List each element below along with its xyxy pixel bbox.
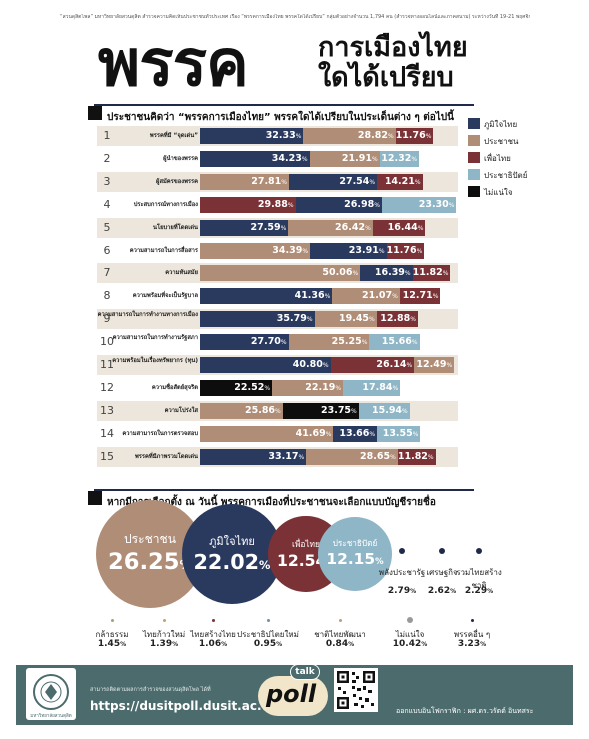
legend-swatch — [468, 135, 480, 146]
party-value: 2.29% — [464, 586, 494, 596]
legend-swatch — [468, 169, 480, 180]
footer-note: สามารถติดตามผลการสำรวจของสวนดุสิตโพล ได้… — [90, 687, 211, 693]
question-badge — [88, 491, 102, 505]
legend-label: ไม่แน่ใจ — [484, 188, 513, 197]
party-bubble: ประชาธิปัตย์ 12.15% — [318, 517, 392, 591]
legend-item: ประชาธิปัตย์ — [468, 169, 578, 181]
legend-swatch — [468, 152, 480, 163]
page-title-line1: การเมืองไทย — [318, 32, 468, 63]
party-name: ไทยก้าวใหม่ — [142, 630, 186, 639]
question-2-title: หากมีการเลือกตั้ง ณ วันนี้ พรรคการเมืองท… — [107, 497, 436, 508]
party-value: 0.95% — [253, 639, 283, 649]
talk-bubble: talk — [290, 664, 320, 680]
party-dot — [439, 548, 445, 554]
legend-item: ไม่แน่ใจ — [468, 186, 578, 198]
divider — [94, 104, 474, 106]
party-name: กล้าธรรม — [95, 630, 129, 639]
qr-code-icon[interactable] — [334, 668, 378, 712]
dusit-poll-logo — [258, 676, 328, 716]
party-dot — [266, 619, 270, 622]
party-dot — [211, 619, 215, 622]
party-value: 1.45% — [97, 639, 127, 649]
legend-item: ภูมิใจไทย — [468, 118, 578, 130]
party-value: 2.79% — [387, 586, 417, 596]
legend-item: เพื่อไทย — [468, 152, 578, 164]
party-name: พรรคอื่น ๆ — [453, 630, 491, 639]
party-dot — [338, 619, 342, 622]
party-name: พลังประชารัฐ — [378, 568, 426, 577]
footer-url-link[interactable]: https://dusitpoll.dusit.ac.th — [90, 699, 276, 713]
party-value: 1.39% — [149, 639, 179, 649]
party-name: เพื่อไทย — [292, 539, 320, 550]
party-name: ภูมิใจไทย — [209, 534, 255, 548]
party-dot — [476, 548, 482, 554]
legend-label: เพื่อไทย — [484, 154, 511, 163]
page-title-line2: ใดได้เปรียบ — [318, 62, 454, 93]
university-seal-icon — [26, 668, 76, 720]
legend-swatch — [468, 186, 480, 197]
party-name: ไม่แน่ใจ — [395, 630, 425, 639]
party-value: 3.23% — [457, 639, 487, 649]
party-name: เศรษฐกิจ — [426, 568, 458, 577]
party-dot — [399, 548, 405, 554]
designer-credit: ออกแบบอินโฟกราฟิก : ผศ.ดร.วรัตต์ อินทสระ — [396, 707, 534, 715]
legend-label: ประชาชน — [484, 137, 519, 146]
survey-intro: “สวนดุสิตโพล” มหาวิทยาลัยสวนดุสิต สำรวจค… — [60, 14, 530, 20]
page-title-main: พรรค — [98, 27, 249, 101]
party-value: 2.62% — [427, 586, 457, 596]
party-dot — [470, 619, 474, 622]
party-name: ประชาชน — [124, 531, 176, 546]
party-name: ประชาธิปไตยใหม่ — [237, 630, 299, 639]
question-1-title: ประชาชนคิดว่า “พรรคการเมืองไทย” พรรคใดได… — [107, 112, 454, 123]
question-badge — [88, 106, 102, 120]
party-value: 1.06% — [198, 639, 228, 649]
party-value: 10.42% — [392, 639, 428, 649]
party-dot — [407, 617, 413, 623]
party-value: 12.15% — [326, 550, 384, 569]
party-name: รวมไทยสร้างชาติ — [456, 568, 502, 590]
party-name: ไทยสร้างไทย — [190, 630, 236, 639]
party-name: ชาติไทยพัฒนา — [314, 630, 366, 639]
party-dot — [162, 619, 166, 622]
poll-logo-text: poll — [266, 680, 317, 708]
legend-swatch — [468, 118, 480, 129]
party-value: 22.02% — [193, 549, 271, 574]
legend-label: ภูมิใจไทย — [484, 120, 518, 129]
party-name: ประชาธิปัตย์ — [332, 538, 378, 549]
university-name: มหาวิทยาลัยสวนดุสิต — [30, 714, 72, 719]
party-dot — [110, 619, 114, 622]
divider — [94, 489, 474, 491]
legend-label: ประชาธิปัตย์ — [484, 171, 528, 180]
legend-item: ประชาชน — [468, 135, 578, 147]
party-bubble: ภูมิใจไทย 22.02% — [182, 504, 282, 604]
party-value: 0.84% — [325, 639, 355, 649]
